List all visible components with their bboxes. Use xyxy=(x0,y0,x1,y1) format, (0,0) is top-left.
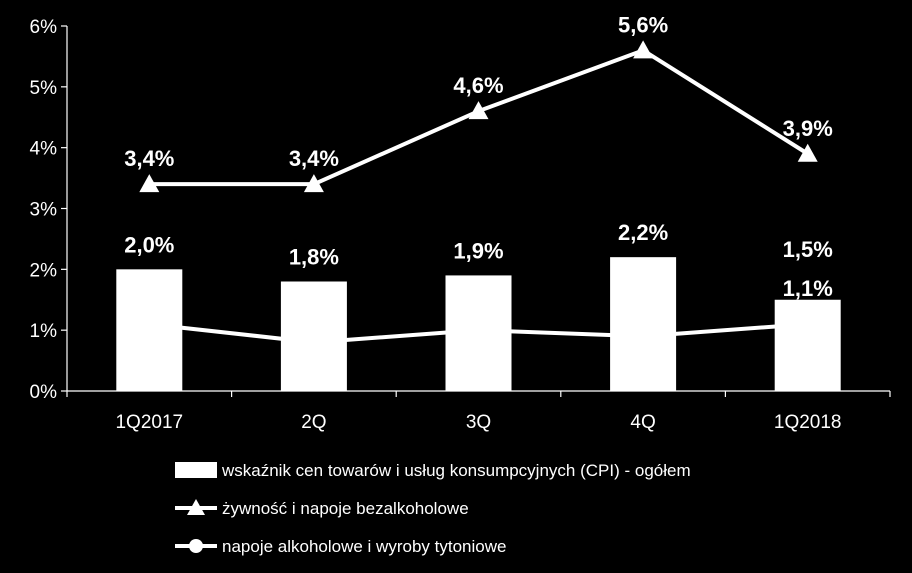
bar xyxy=(280,281,347,391)
data-label: 2,2% xyxy=(618,220,668,245)
legend-label: napoje alkoholowe i wyroby tytoniowe xyxy=(222,537,506,556)
y-tick-label: 3% xyxy=(30,200,58,221)
x-tick-label: 3Q xyxy=(466,412,491,433)
legend-label: wskaźnik cen towarów i usług konsumpcyjn… xyxy=(221,461,691,480)
data-label: 3,4% xyxy=(124,146,174,171)
triangle-marker xyxy=(303,174,324,193)
legend-swatch-bar xyxy=(175,462,217,478)
bar xyxy=(116,269,183,391)
bar xyxy=(774,299,841,391)
legend-circle-marker xyxy=(189,539,203,553)
data-label: 2,0% xyxy=(124,232,174,257)
triangle-marker xyxy=(633,40,654,59)
data-label: 1,8% xyxy=(289,245,339,270)
y-tick-label: 6% xyxy=(30,17,58,38)
data-label: 1,9% xyxy=(453,238,503,263)
series-line xyxy=(149,322,808,345)
y-tick-label: 0% xyxy=(30,382,58,403)
triangle-marker xyxy=(468,101,489,120)
triangle-marker xyxy=(797,143,818,162)
triangle-marker xyxy=(139,174,160,193)
x-tick-label: 1Q2017 xyxy=(115,412,183,433)
data-label: 3,4% xyxy=(289,146,339,171)
bar xyxy=(610,257,677,391)
legend-triangle-marker xyxy=(187,499,205,515)
y-tick-label: 2% xyxy=(30,260,58,281)
y-tick-label: 4% xyxy=(30,139,58,160)
y-tick-label: 5% xyxy=(30,78,58,99)
data-label: 1,1% xyxy=(783,276,833,301)
x-tick-label: 4Q xyxy=(630,412,655,433)
data-label: 4,6% xyxy=(453,73,503,98)
x-tick-label: 2Q xyxy=(301,412,326,433)
legend-label: żywność i napoje bezalkoholowe xyxy=(222,499,469,518)
data-label: 1,5% xyxy=(783,237,833,262)
data-label: 5,6% xyxy=(618,12,668,37)
x-tick-label: 1Q2018 xyxy=(774,412,842,433)
data-label: 3,9% xyxy=(783,116,833,141)
y-tick-label: 1% xyxy=(30,321,58,342)
